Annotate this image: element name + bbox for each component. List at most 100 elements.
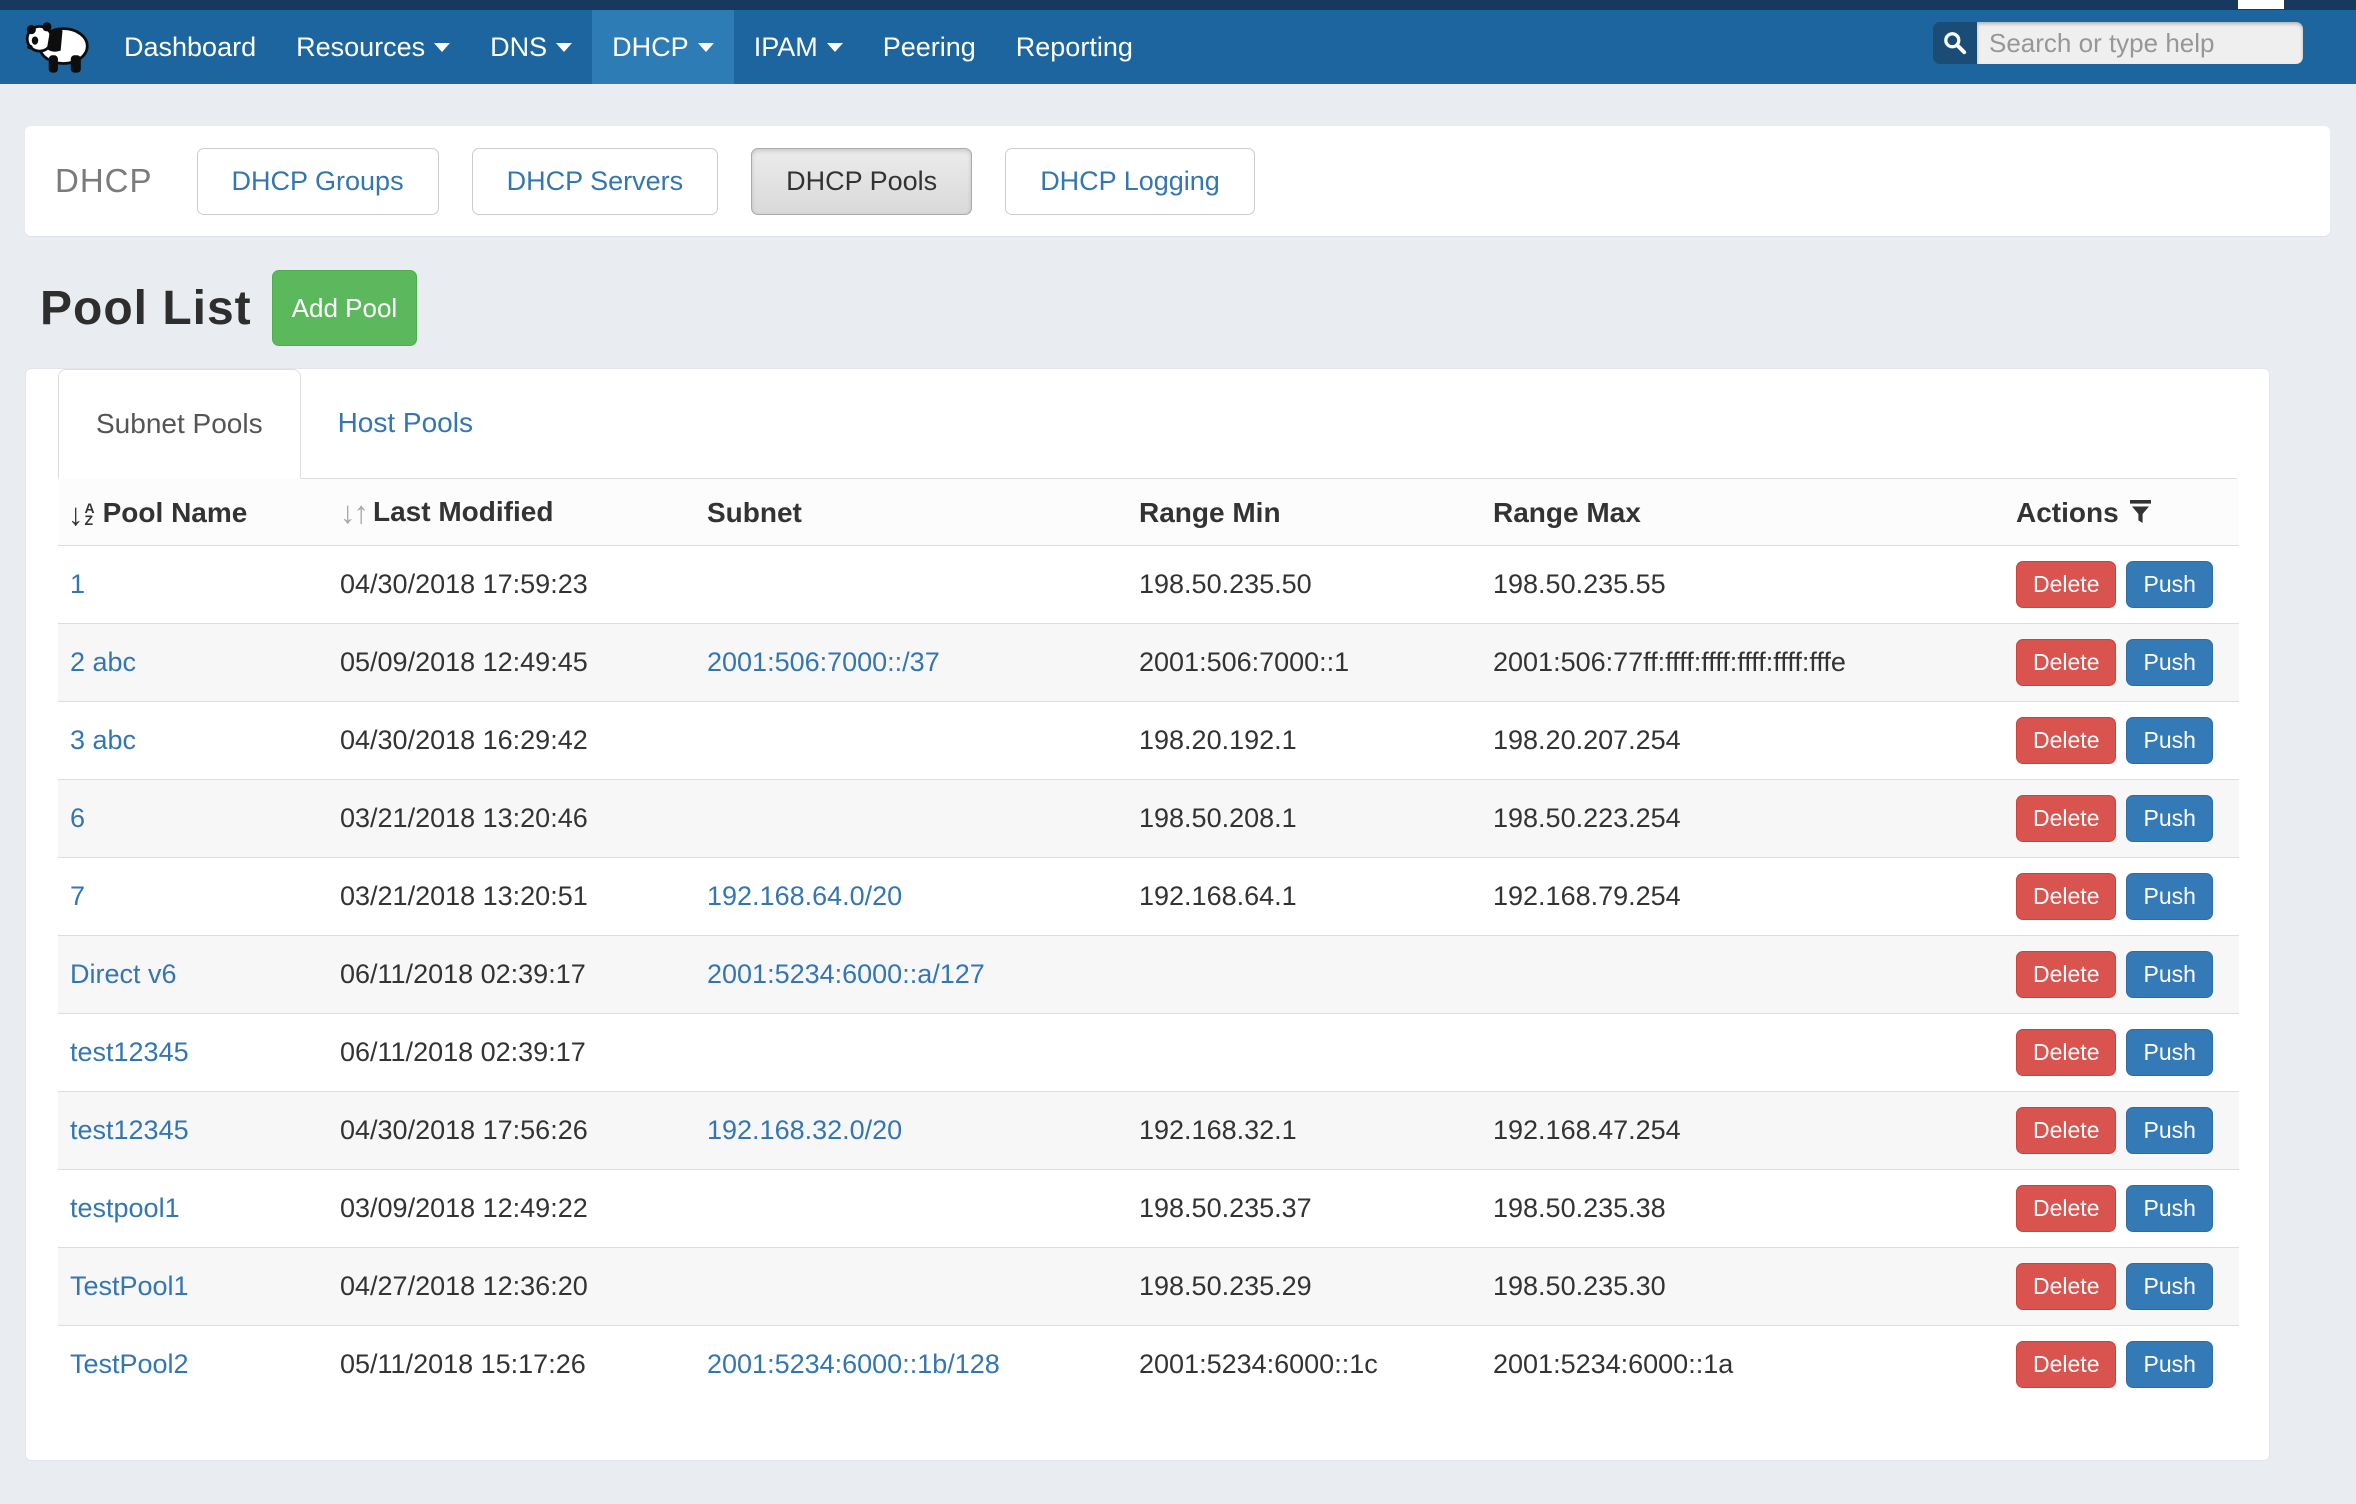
- pool-list-card: Subnet Pools Host Pools ↓AZPool Name ↓↑L…: [25, 368, 2270, 1461]
- delete-button[interactable]: Delete: [2016, 1107, 2116, 1154]
- delete-button[interactable]: Delete: [2016, 795, 2116, 842]
- tab-host-pools[interactable]: Host Pools: [301, 369, 510, 478]
- add-pool-button[interactable]: Add Pool: [272, 270, 418, 346]
- delete-button[interactable]: Delete: [2016, 1029, 2116, 1076]
- push-button[interactable]: Push: [2126, 561, 2212, 608]
- nav-resources[interactable]: Resources: [276, 10, 470, 84]
- range-max-cell: 198.50.235.30: [1487, 1248, 1964, 1326]
- range-min-cell: 198.50.235.29: [1133, 1248, 1487, 1326]
- push-button[interactable]: Push: [2126, 873, 2212, 920]
- pool-name-link[interactable]: testpool1: [70, 1193, 180, 1223]
- range-max-cell: [1487, 1014, 1964, 1092]
- last-modified-cell: 06/11/2018 02:39:17: [334, 936, 701, 1014]
- nav-dns[interactable]: DNS: [470, 10, 592, 84]
- pool-tabs: Subnet Pools Host Pools: [58, 369, 2237, 479]
- filter-icon[interactable]: [2129, 499, 2153, 525]
- search-icon[interactable]: [1933, 22, 1977, 64]
- push-button[interactable]: Push: [2126, 795, 2212, 842]
- delete-button[interactable]: Delete: [2016, 873, 2116, 920]
- subnet-link[interactable]: 2001:5234:6000::a/127: [707, 959, 985, 989]
- caret-down-icon: [556, 43, 572, 52]
- delete-button[interactable]: Delete: [2016, 717, 2116, 764]
- pool-name-link[interactable]: test12345: [70, 1037, 189, 1067]
- range-max-cell: 198.50.223.254: [1487, 780, 1964, 858]
- dhcp-servers-button[interactable]: DHCP Servers: [472, 148, 719, 215]
- table-row: 7 03/21/2018 13:20:51 192.168.64.0/20 19…: [58, 858, 2239, 936]
- nav-dhcp[interactable]: DHCP: [592, 10, 734, 84]
- range-min-cell: [1133, 936, 1487, 1014]
- delete-button[interactable]: Delete: [2016, 1263, 2116, 1310]
- search-input[interactable]: [1977, 22, 2303, 64]
- pool-name-link[interactable]: Direct v6: [70, 959, 177, 989]
- push-button[interactable]: Push: [2126, 1029, 2212, 1076]
- col-pool-name[interactable]: ↓AZPool Name: [58, 479, 334, 546]
- delete-button[interactable]: Delete: [2016, 951, 2116, 998]
- push-button[interactable]: Push: [2126, 1107, 2212, 1154]
- col-last-modified[interactable]: ↓↑Last Modified: [334, 479, 701, 546]
- pool-name-link[interactable]: 3 abc: [70, 725, 136, 755]
- pool-name-link[interactable]: 1: [70, 569, 85, 599]
- table-row: 6 03/21/2018 13:20:46 198.50.208.1 198.5…: [58, 780, 2239, 858]
- last-modified-cell: 05/09/2018 12:49:45: [334, 624, 701, 702]
- nav-reporting[interactable]: Reporting: [996, 10, 1153, 84]
- dhcp-logging-button[interactable]: DHCP Logging: [1005, 148, 1255, 215]
- range-max-cell: 192.168.79.254: [1487, 858, 1964, 936]
- sort-updown-icon: ↓↑: [340, 495, 367, 530]
- table-row: test12345 04/30/2018 17:56:26 192.168.32…: [58, 1092, 2239, 1170]
- dhcp-pools-button[interactable]: DHCP Pools: [751, 148, 972, 215]
- range-max-cell: 198.50.235.38: [1487, 1170, 1964, 1248]
- pool-table: ↓AZPool Name ↓↑Last Modified Subnet Rang…: [58, 479, 2239, 1404]
- caret-down-icon: [434, 43, 450, 52]
- page-title: Pool List: [40, 281, 252, 336]
- pool-name-link[interactable]: TestPool2: [70, 1349, 189, 1379]
- subnet-link[interactable]: 192.168.32.0/20: [707, 1115, 902, 1145]
- last-modified-cell: 04/27/2018 12:36:20: [334, 1248, 701, 1326]
- section-title: DHCP: [55, 162, 153, 200]
- nav-dashboard[interactable]: Dashboard: [104, 10, 276, 84]
- range-min-cell: 2001:506:7000::1: [1133, 624, 1487, 702]
- delete-button[interactable]: Delete: [2016, 639, 2116, 686]
- brand-logo[interactable]: [0, 10, 104, 84]
- last-modified-cell: 06/11/2018 02:39:17: [334, 1014, 701, 1092]
- push-button[interactable]: Push: [2126, 951, 2212, 998]
- push-button[interactable]: Push: [2126, 1185, 2212, 1232]
- push-button[interactable]: Push: [2126, 639, 2212, 686]
- last-modified-cell: 04/30/2018 17:56:26: [334, 1092, 701, 1170]
- pool-name-link[interactable]: TestPool1: [70, 1271, 189, 1301]
- range-min-cell: 192.168.32.1: [1133, 1092, 1487, 1170]
- subnet-link[interactable]: 2001:506:7000::/37: [707, 647, 940, 677]
- push-button[interactable]: Push: [2126, 1341, 2212, 1388]
- col-actions: Actions: [1964, 479, 2239, 546]
- last-modified-cell: 03/21/2018 13:20:51: [334, 858, 701, 936]
- table-row: 2 abc 05/09/2018 12:49:45 2001:506:7000:…: [58, 624, 2239, 702]
- table-row: 1 04/30/2018 17:59:23 198.50.235.50 198.…: [58, 546, 2239, 624]
- delete-button[interactable]: Delete: [2016, 561, 2116, 608]
- pool-name-link[interactable]: 7: [70, 881, 85, 911]
- pool-name-link[interactable]: 6: [70, 803, 85, 833]
- subnet-link[interactable]: 192.168.64.0/20: [707, 881, 902, 911]
- push-button[interactable]: Push: [2126, 717, 2212, 764]
- search-box: [1933, 22, 2303, 64]
- top-right-artifact: [2238, 0, 2284, 9]
- range-max-cell: 198.50.235.55: [1487, 546, 1964, 624]
- nav-peering[interactable]: Peering: [863, 10, 996, 84]
- push-button[interactable]: Push: [2126, 1263, 2212, 1310]
- col-range-min: Range Min: [1133, 479, 1487, 546]
- delete-button[interactable]: Delete: [2016, 1185, 2116, 1232]
- range-min-cell: 198.50.235.37: [1133, 1170, 1487, 1248]
- range-min-cell: 198.20.192.1: [1133, 702, 1487, 780]
- sort-alpha-icon: ↓AZ: [68, 499, 95, 530]
- main-nav: Dashboard Resources DNS DHCP IPAM Peerin…: [104, 10, 1153, 84]
- table-row: testpool1 03/09/2018 12:49:22 198.50.235…: [58, 1170, 2239, 1248]
- table-header-row: ↓AZPool Name ↓↑Last Modified Subnet Rang…: [58, 479, 2239, 546]
- range-min-cell: 2001:5234:6000::1c: [1133, 1326, 1487, 1404]
- pool-name-link[interactable]: 2 abc: [70, 647, 136, 677]
- tab-subnet-pools[interactable]: Subnet Pools: [58, 369, 301, 479]
- range-min-cell: 192.168.64.1: [1133, 858, 1487, 936]
- subnet-link[interactable]: 2001:5234:6000::1b/128: [707, 1349, 1000, 1379]
- pool-name-link[interactable]: test12345: [70, 1115, 189, 1145]
- last-modified-cell: 05/11/2018 15:17:26: [334, 1326, 701, 1404]
- dhcp-groups-button[interactable]: DHCP Groups: [197, 148, 439, 215]
- delete-button[interactable]: Delete: [2016, 1341, 2116, 1388]
- nav-ipam[interactable]: IPAM: [734, 10, 863, 84]
